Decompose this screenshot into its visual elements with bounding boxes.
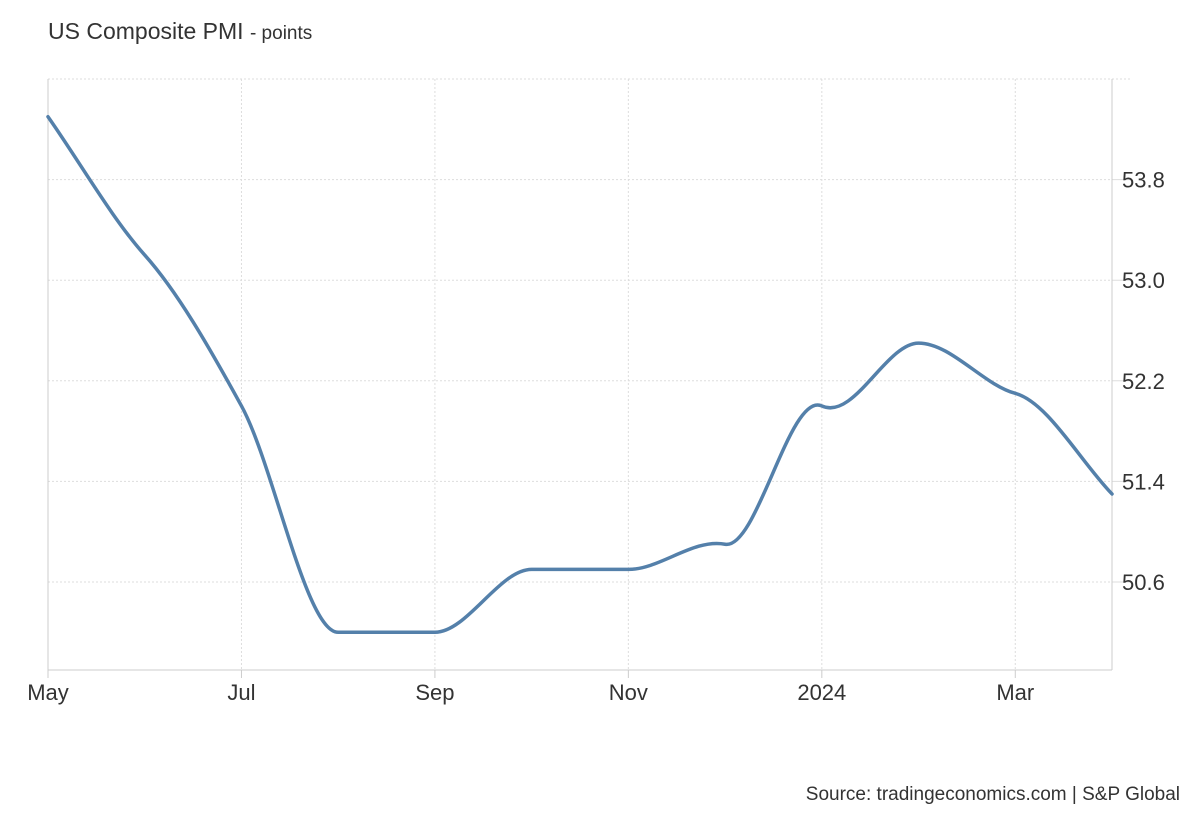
pmi-series-line [46,114,1114,635]
chart-axes [47,79,1130,678]
source-note: Source: tradingeconomics.com | S&P Globa… [805,784,1180,805]
y-tick-label: 53.8 [1122,168,1165,193]
x-tick-label: Sep [415,680,454,705]
y-tick-label: 52.2 [1122,369,1165,394]
x-tick-label: 2024 [797,680,846,705]
y-tick-label: 50.6 [1122,570,1165,595]
chart-title: US Composite PMI - points [48,18,312,45]
y-tick-label: 51.4 [1122,469,1165,494]
y-tick-label: 53.0 [1122,268,1165,293]
x-tick-label: Jul [227,680,255,705]
x-tick-label: May [27,680,69,705]
chart-unit: - points [249,23,313,44]
x-tick-label: Mar [996,680,1034,705]
series-layer [46,114,1114,635]
grid-lines [48,78,1130,670]
x-tick-label: Nov [609,680,648,705]
tick-labels: 50.6 51.4 52.2 53.0 53.8 May Jul Sep Nov 2024 Mar [27,168,1165,705]
chart-title-text: US Composite PMI [48,18,244,44]
